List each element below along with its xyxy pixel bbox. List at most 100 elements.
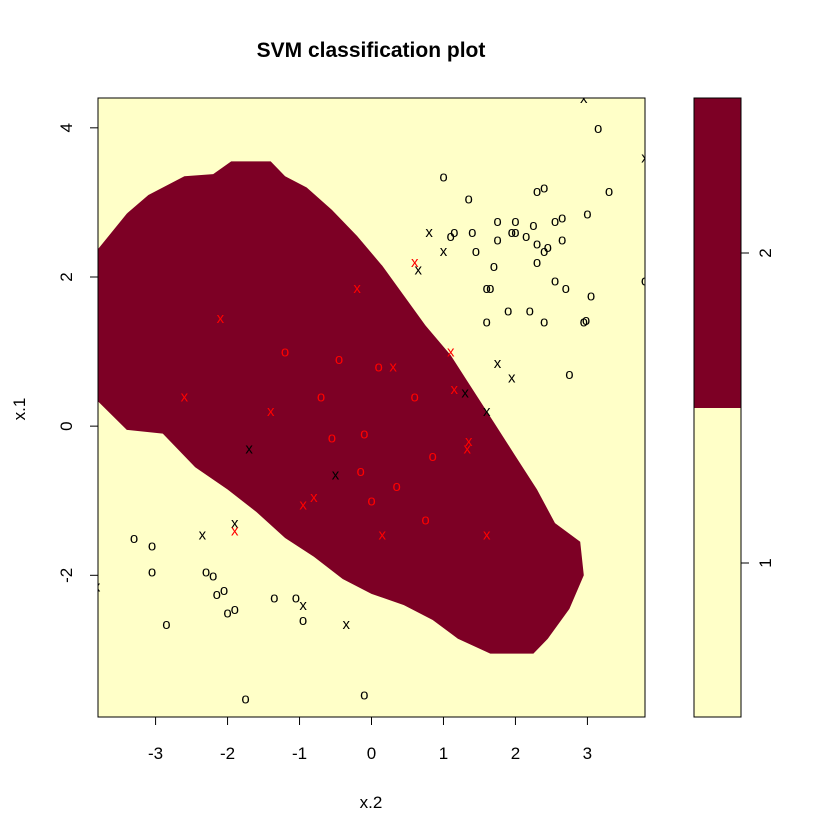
data-point-o-marker: o — [493, 213, 501, 230]
data-point-o-marker: o — [533, 235, 541, 252]
data-point-o-marker: o — [504, 303, 512, 320]
data-point-o-marker: o — [367, 493, 375, 510]
data-point-o-marker: o — [202, 564, 210, 581]
data-point-o-marker: o — [533, 254, 541, 271]
data-point-o-marker: o — [562, 280, 570, 297]
chart-title: SVM classification plot — [257, 39, 486, 62]
data-point-o-marker: o — [583, 206, 591, 223]
data-point-x-marker: x — [440, 243, 448, 260]
data-point-o-marker: o — [551, 273, 559, 290]
data-point-o-marker: o — [565, 366, 573, 383]
data-point-o-marker: o — [551, 213, 559, 230]
data-point-o-marker: o — [270, 590, 278, 607]
data-point-x-marker: x — [463, 441, 471, 458]
data-point-o-marker: o — [335, 351, 343, 368]
data-point-x-marker: x — [389, 359, 397, 376]
data-point-o-marker: o — [439, 168, 447, 185]
data-point-o-marker: o — [511, 224, 519, 241]
data-point-x-marker: x — [483, 526, 491, 543]
data-point-x-marker: x — [508, 370, 516, 387]
data-point-o-marker: o — [317, 388, 325, 405]
data-point-o-marker: o — [220, 582, 228, 599]
data-point-x-marker: x — [299, 497, 307, 514]
data-point-o-marker: o — [241, 690, 249, 707]
data-point-o-marker: o — [540, 314, 548, 331]
data-point-x-marker: x — [231, 523, 239, 540]
data-point-x-marker: x — [267, 403, 275, 420]
legend-swatch-1 — [694, 408, 741, 717]
data-point-o-marker: o — [558, 209, 566, 226]
data-point-o-marker: o — [483, 314, 491, 331]
data-point-o-marker: o — [357, 463, 365, 480]
data-point-o-marker: o — [468, 224, 476, 241]
data-point-x-marker: x — [451, 381, 459, 398]
data-point-o-marker: o — [130, 530, 138, 547]
data-point-o-marker: o — [429, 448, 437, 465]
x-tick-label: 0 — [367, 744, 376, 763]
legend-swatch-2 — [694, 98, 741, 408]
data-point-x-marker: x — [580, 90, 588, 107]
y-tick-label: 2 — [57, 272, 76, 281]
x-tick-label: 3 — [583, 744, 592, 763]
data-point-o-marker: o — [511, 213, 519, 230]
data-point-o-marker: o — [594, 120, 602, 137]
data-point-o-marker: o — [148, 538, 156, 555]
legend-frame — [693, 97, 742, 718]
data-point-o-marker: o — [472, 243, 480, 260]
data-point-o-marker: o — [540, 243, 548, 260]
y-tick-label: 0 — [57, 421, 76, 430]
y-axis: -2 0 2 4 — [57, 123, 98, 583]
data-point-x-marker: x — [93, 579, 101, 596]
x-tick-label: 1 — [439, 744, 448, 763]
decision-region-class-2 — [98, 161, 584, 654]
data-point-o-marker: o — [490, 258, 498, 275]
color-legend: 1 2 — [693, 97, 775, 718]
data-point-o-marker: o — [493, 232, 501, 249]
y-tick-label: 4 — [57, 123, 76, 132]
data-point-o-marker: o — [587, 288, 595, 305]
data-point-o-marker: o — [529, 217, 537, 234]
data-point-o-marker: o — [393, 478, 401, 495]
x-tick-label: -2 — [220, 744, 235, 763]
data-point-o-marker: o — [522, 228, 530, 245]
legend-label-1: 1 — [756, 558, 775, 567]
data-point-o-marker: o — [544, 239, 552, 256]
data-point-o-marker: o — [299, 612, 307, 629]
data-point-o-marker: o — [465, 191, 473, 208]
data-point-o-marker: o — [533, 183, 541, 200]
data-point-o-marker: o — [213, 586, 221, 603]
data-point-x-marker: x — [310, 489, 318, 506]
data-point-x-marker: x — [379, 526, 387, 543]
data-point-o-marker: o — [162, 616, 170, 633]
data-point-x-marker: x — [299, 597, 307, 614]
x-axis-label: x.2 — [360, 793, 383, 812]
data-point-o-marker: o — [223, 605, 231, 622]
data-point-x-marker: x — [231, 515, 239, 532]
data-point-o-marker: o — [508, 224, 516, 241]
data-point-x-marker: x — [415, 262, 423, 279]
data-point-o-marker: o — [274, 713, 282, 730]
data-point-x-marker: x — [425, 224, 433, 241]
data-point-o-marker: o — [486, 280, 494, 297]
data-point-o-marker: o — [360, 426, 368, 443]
data-point-x-marker: x — [181, 388, 189, 405]
data-point-x-marker: x — [494, 355, 502, 372]
data-point-o-marker: o — [411, 388, 419, 405]
data-point-x-marker: x — [461, 385, 469, 402]
data-point-o-marker: o — [375, 359, 383, 376]
data-point-x-marker: x — [447, 344, 455, 361]
data-point-o-marker: o — [328, 429, 336, 446]
data-point-o-marker: o — [605, 183, 613, 200]
x-tick-label: -3 — [148, 744, 163, 763]
data-point-x-marker: x — [217, 310, 225, 327]
data-point-o-marker: o — [209, 567, 217, 584]
data-point-o-marker: o — [281, 344, 289, 361]
data-point-x-marker: x — [199, 526, 207, 543]
x-tick-label: 2 — [511, 744, 520, 763]
data-point-x-marker: x — [465, 433, 473, 450]
data-point-x-marker: x — [332, 467, 340, 484]
data-point-o-marker: o — [526, 303, 534, 320]
